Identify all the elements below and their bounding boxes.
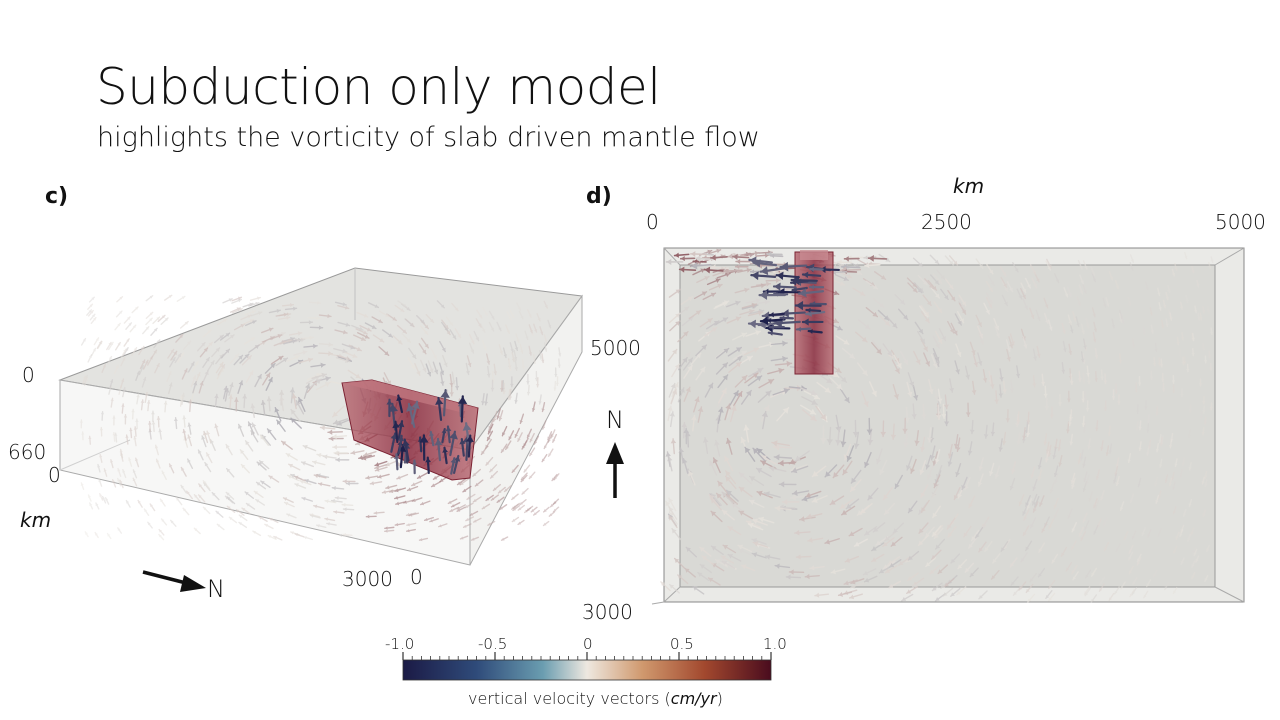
colorbar-title-unit: cm/yr xyxy=(670,689,717,708)
colorbar-tick-label-1: -0.5 xyxy=(478,635,508,653)
panel-d-x-tick-2: 5000 xyxy=(1215,210,1266,234)
colorbar-ticks xyxy=(402,652,772,660)
panel-c-box xyxy=(58,267,583,566)
colorbar-tick-label-3: 0.5 xyxy=(670,635,694,653)
panel-d-north-arrow xyxy=(606,442,624,498)
colorbar-tick-label-2: 0 xyxy=(583,635,593,653)
panel-d-label: d) xyxy=(586,184,612,209)
panel-c-right-face xyxy=(469,294,583,566)
panel-c-north-label: N xyxy=(207,575,225,603)
panel-d-y-bottom: 3000 xyxy=(582,600,633,624)
panel-d-frame xyxy=(651,247,1245,605)
panel-c-y-start: 0 xyxy=(410,565,423,589)
colorbar-title: vertical velocity vectors (cm/yr) xyxy=(468,689,723,708)
panel-d-unit: km xyxy=(953,174,985,198)
colorbar-tick-label-0: -1.0 xyxy=(385,635,415,653)
slide-title: Subduction only model xyxy=(96,58,661,116)
panel-c-slab-vectors xyxy=(386,389,474,475)
colorbar xyxy=(402,652,772,681)
panel-d-x-tick-0: 0 xyxy=(646,210,659,234)
panel-d-y-top: 5000 xyxy=(590,336,641,360)
panel-c-axis-origin: 0 xyxy=(48,463,61,487)
panel-d-x-tick-1: 2500 xyxy=(921,210,972,234)
colorbar-gradient xyxy=(402,659,772,681)
panel-c-unit: km xyxy=(20,508,52,532)
panel-c-depth-bottom: 660 xyxy=(8,440,47,464)
panel-c-vectors xyxy=(79,294,562,542)
panel-c-north-arrow xyxy=(142,570,206,592)
slide-subtitle: highlights the vorticity of slab driven … xyxy=(97,122,760,153)
panel-c-label: c) xyxy=(45,184,69,209)
panel-c-depth-top: 0 xyxy=(22,363,35,387)
panel-d-north-label: N xyxy=(606,406,624,434)
panel-d-vectors xyxy=(660,248,1214,603)
panel-d-slab-vectors xyxy=(747,256,840,336)
panel-c-x-end: 3000 xyxy=(342,567,393,591)
colorbar-tick-label-4: 1.0 xyxy=(763,635,787,653)
